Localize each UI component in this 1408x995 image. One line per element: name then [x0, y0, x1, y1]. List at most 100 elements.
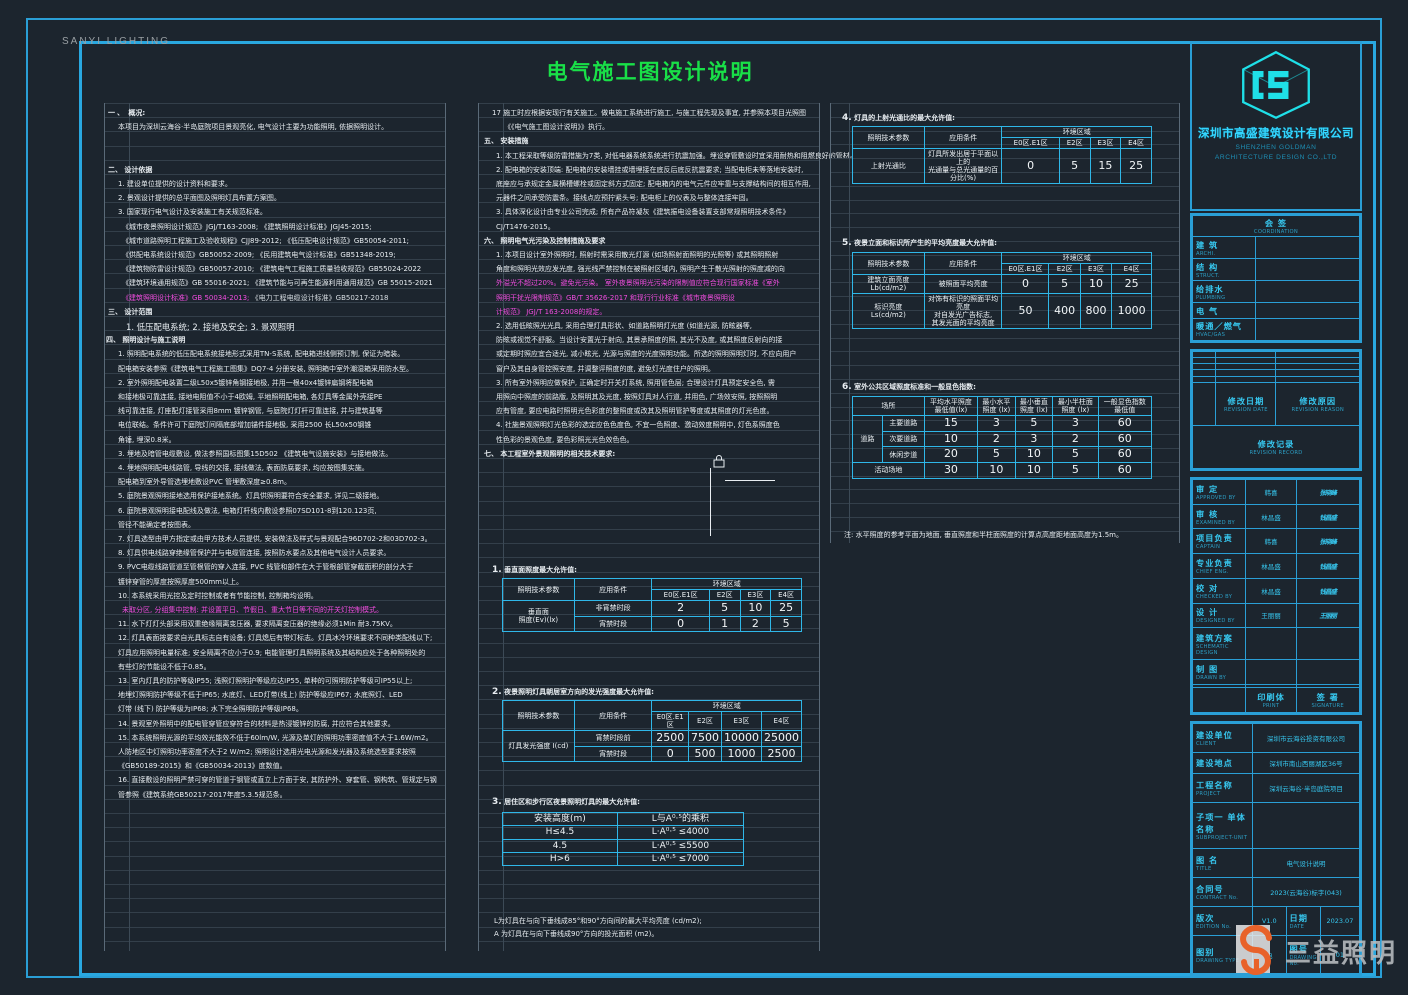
note-line: 11. 水下灯灯头部采用双重绝缘隔离变压器, 要求隔离变压器的绝缘必须1Min …: [118, 620, 397, 629]
company-name-cn: 深圳市高盛建筑设计有限公司: [1198, 126, 1354, 140]
condition-cell: 宵禁时段: [573, 745, 653, 763]
col-header: 一般显色指数 最低值: [1097, 395, 1153, 417]
note-line: 4. 社施景观照明灯光色彩的选定应色色度色, 不宜一色照度、激动效度照明中, 灯…: [496, 421, 780, 430]
condition-cell: 宵禁时段前: [573, 730, 653, 747]
revision-index-header: [1191, 381, 1217, 426]
value-cell: 15: [1089, 148, 1122, 185]
col-header: L与A⁰·⁵的乘积: [616, 811, 745, 827]
coordination-block: 会 签 COORDINATION 建 筑 ARCHI. 结 构 STRUCT. 给排水 PLU…: [1190, 213, 1362, 343]
value-cell: 2: [1052, 430, 1099, 448]
discipline-signature[interactable]: [1255, 235, 1360, 260]
zone-header: E3区: [1089, 137, 1122, 150]
mid-col-divider: [503, 103, 504, 951]
value-cell: 60: [1097, 430, 1153, 448]
signature-name[interactable]: 林昌盛: [1245, 577, 1297, 604]
discipline-label: 建 筑 ARCHI.: [1191, 235, 1257, 260]
drawing-no-label: 图号 DRAWING No.: [1285, 935, 1321, 974]
signature-mark[interactable]: [1295, 658, 1361, 685]
signature-mark[interactable]: 钱昌盛: [1295, 553, 1361, 579]
value-cell: 2: [977, 430, 1016, 448]
signature-mark[interactable]: 王丽丽: [1295, 602, 1361, 629]
revision-date: [1215, 375, 1277, 383]
info-row: 建设单位 CLIENT 深圳市云海谷投资有限公司: [1191, 722, 1360, 754]
info-row: 版次 EDITION No. V1.0 日期 DATE 2023.07: [1191, 906, 1361, 937]
note-line: 《建筑物防雷设计规范》GB50057-2010; 《建筑电气工程施工质量验收规范…: [122, 265, 422, 274]
note-line: 本项目为深圳云海谷·半岛庭院项目景观亮化, 电气设计主要为功能照明, 依据照明设…: [118, 123, 389, 132]
zone-header: E0区.E1区: [1001, 137, 1060, 150]
note-line: 性色彩的景观色度, 要色彩照光光色效色色。: [496, 435, 634, 444]
discipline-signature[interactable]: [1255, 280, 1360, 304]
row-label: 休闲步道: [881, 446, 925, 464]
value-cell: 5: [770, 615, 802, 633]
coordination-row: 结 构 STRUCT.: [1191, 258, 1360, 282]
col-header-param: 照明技术参数: [502, 699, 575, 732]
table-note: A 为灯具在与向下垂线成90°方向的投光面积 (m2)。: [494, 930, 659, 938]
contract-value[interactable]: 2023(云海谷)标字(043): [1252, 877, 1360, 908]
table-header-row: 场所 平均水平照度 最低值(lx) 最小水平 照度 (lx) 最小垂直 照度 (lx) 最小半…: [852, 395, 1153, 417]
col-header-condition: 应用条件: [923, 125, 1003, 150]
note-line: 6. 庭院景观照明接电配线及做法, 电箱灯杆线内敷设参照07SD101-8到12…: [118, 506, 377, 515]
revision-row[interactable]: [1191, 363, 1360, 371]
signature-name[interactable]: 林昌盛: [1245, 503, 1297, 530]
table-header-row: 会 签 COORDINATION: [1192, 215, 1360, 237]
note-line: 配电箱到室外导管选埋地敷设PVC 管埋敷深度≥0.8m。: [118, 478, 291, 487]
info-row: 建设地点 深圳市南山西丽湖区36号: [1191, 752, 1360, 774]
value-cell: 5: [1048, 274, 1081, 295]
value-cell: 5: [1058, 148, 1091, 185]
zone-header: E3区: [739, 589, 772, 602]
signature-name[interactable]: [1245, 658, 1297, 685]
table-row: 活动场地 30 10 10 5 60: [852, 462, 1153, 479]
revision-reason: [1275, 369, 1360, 377]
value-cell: 2: [739, 615, 772, 633]
revision-row[interactable]: [1191, 350, 1360, 359]
drawing-title-value[interactable]: 电气设计说明: [1252, 847, 1360, 879]
table-header-row: 照明技术参数 应用条件 环境区域: [852, 251, 1152, 276]
value-cell: 10000: [721, 730, 762, 747]
data-table: 安装高度(m) L与A⁰·⁵的乘积 H≤4.5 L·A⁰·⁵ ≤4000 4.5 L·A⁰…: [502, 811, 745, 867]
discipline-signature[interactable]: [1255, 317, 1360, 342]
signature-mark[interactable]: 钱昌盛: [1295, 503, 1361, 530]
signature-name[interactable]: 王丽丽: [1245, 602, 1297, 629]
client-value[interactable]: 深圳市云海谷投资有限公司: [1252, 722, 1360, 754]
discipline-signature[interactable]: [1255, 258, 1360, 282]
zone-header: E4区: [761, 711, 802, 732]
table-header-row: 照明技术参数 应用条件 环境区域: [502, 577, 802, 602]
value-cell: 0: [1001, 274, 1050, 295]
note-line: 镀锌穿管的厚度按照厚度500mm以上。: [118, 577, 243, 586]
signature-name[interactable]: 韩喜: [1245, 528, 1297, 555]
note-line: 《供配电系统设计规范》GB50052-2009; 《民用建筑电气设计标准》GB5…: [122, 251, 396, 259]
value-cell: 2500: [651, 730, 689, 747]
revision-row[interactable]: [1191, 375, 1360, 383]
revision-row[interactable]: [1191, 357, 1360, 365]
note-line: 管径不能确定者按图表。: [118, 520, 195, 529]
signature-mark[interactable]: 张晓峰: [1295, 479, 1361, 505]
note-line: 10. 本系统采用光控及定时控制或者有节能控制, 控制箱均设明。: [118, 591, 318, 600]
col-header-param: 照明技术参数: [502, 577, 575, 602]
value-cell: 400: [1048, 293, 1081, 330]
row-label: 活动场地: [852, 462, 925, 479]
col-header: 最小水平 照度 (lx): [977, 395, 1016, 417]
table-row: H≤4.5 L·A⁰·⁵ ≤4000: [502, 825, 745, 840]
signature-name[interactable]: 林昌盛: [1245, 553, 1297, 579]
project-value[interactable]: 深圳云海谷·半岛庭院项目: [1252, 772, 1360, 804]
value-cell: 1000: [721, 745, 762, 763]
date-value[interactable]: 2023.07: [1319, 906, 1361, 937]
site-value[interactable]: 深圳市南山西丽湖区36号: [1252, 752, 1360, 774]
discipline-signature[interactable]: [1255, 302, 1360, 319]
note-line: 17 施工时应根据安现行有关施工。做电施工系统进行施工, 与施工程先现及事宜, …: [492, 109, 807, 117]
drawing-no-value[interactable]: 01: [1319, 935, 1361, 974]
watermark-text-en: SANYI LIGHTING: [62, 36, 171, 47]
note-line: 地埋灯照明防护等级不低于IP65; 水底灯、LED灯带(线上) 防护等级应IP6…: [118, 691, 403, 700]
signature-mark[interactable]: [1295, 627, 1361, 660]
signature-mark[interactable]: 钱昌盛: [1295, 577, 1361, 604]
value-cell: L·A⁰·⁵ ≤7000: [616, 852, 745, 867]
note-line: 二、 设计依据: [108, 165, 153, 174]
signature-mark[interactable]: 张晓峰: [1295, 528, 1361, 555]
note-line: 未取分区, 分组集中控制: 并设置平日、节假日、重大节日等不同的开关灯控制模式。: [122, 606, 384, 614]
subproject-value[interactable]: [1252, 802, 1360, 849]
table-caption: 6. 室外公共区域照度标准和一般显色指数:: [842, 382, 976, 392]
revision-row[interactable]: [1191, 369, 1360, 377]
signature-name[interactable]: 韩喜: [1245, 479, 1297, 505]
signature-name[interactable]: [1245, 627, 1297, 660]
info-row: 子项一 单体名称 SUBPROJECT-UNIT: [1191, 802, 1360, 849]
